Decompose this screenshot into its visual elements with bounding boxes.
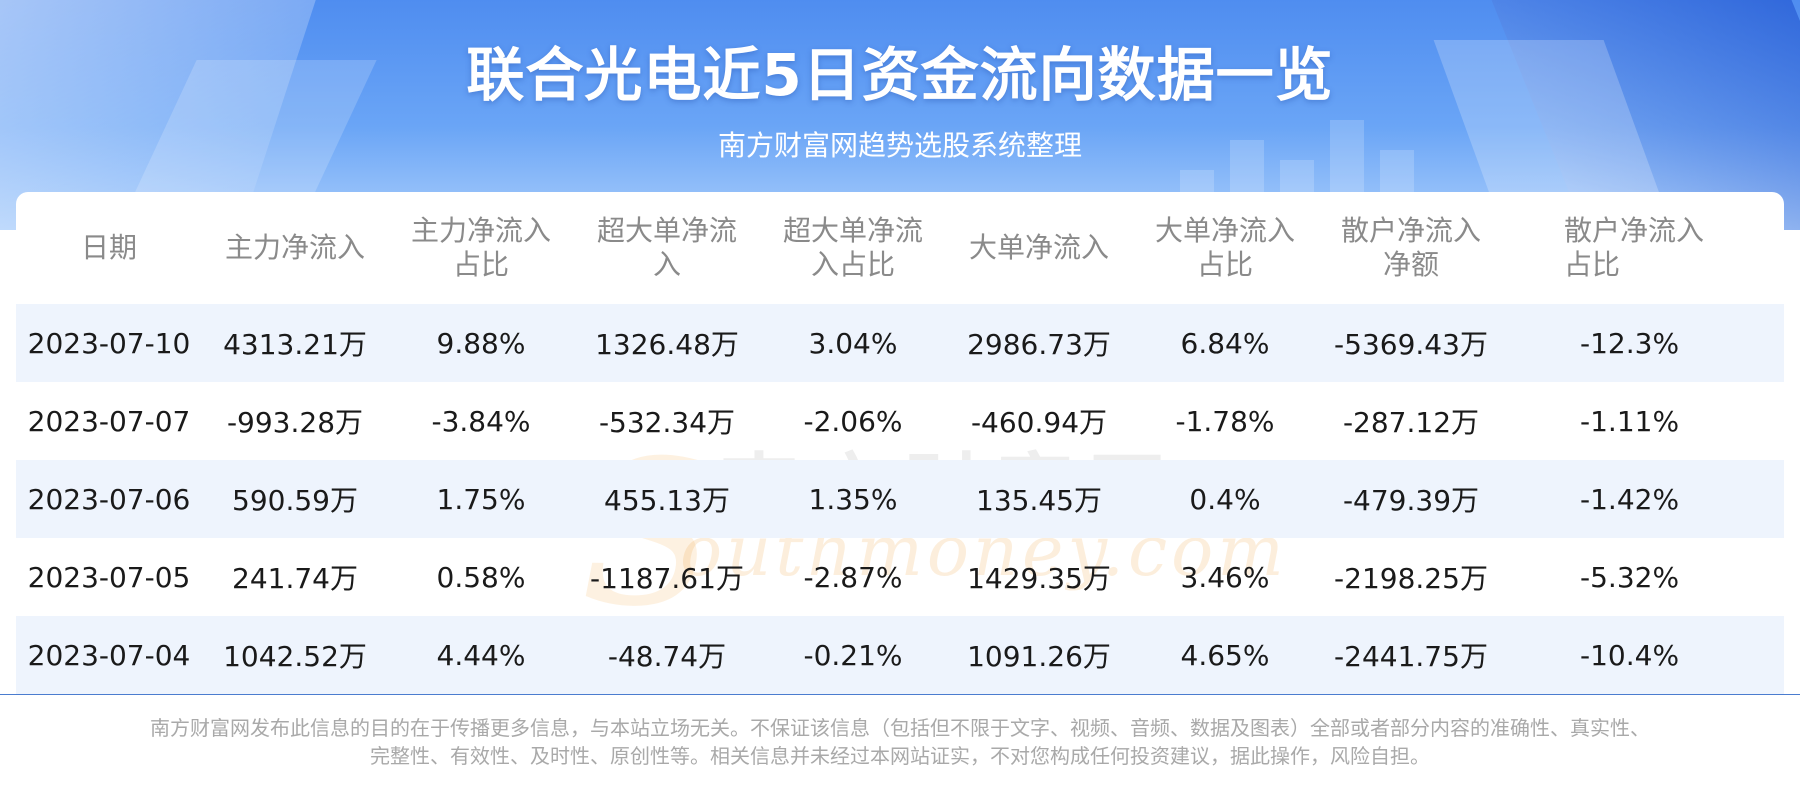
cell-super-large-inflow: 1326.48万 [574, 304, 760, 382]
cell-main-inflow: 590.59万 [202, 460, 388, 538]
disclaimer-line-2: 完整性、有效性、及时性、原创性等。相关信息并未经过本网站证实，不对您构成任何投资… [370, 744, 1430, 768]
header-main-inflow: 主力净流入 [224, 231, 365, 264]
cell-main-inflow-ratio: 9.88% [388, 304, 574, 382]
page-subtitle: 南方财富网趋势选股系统整理 [717, 129, 1082, 162]
cell-main-inflow: 1042.52万 [202, 616, 388, 694]
cell-large-inflow: 2986.73万 [946, 304, 1132, 382]
cell-main-inflow-ratio: 1.75% [388, 460, 574, 538]
disclaimer: 南方财富网发布此信息的目的在于传播更多信息，与本站立场无关。不保证该信息（包括但… [60, 714, 1740, 770]
cell-super-large-inflow-ratio: 1.35% [760, 460, 946, 538]
header-retail-inflow-ratio: 散户净流入 占比 [1564, 214, 1705, 281]
header-banner: 联合光电近5日资金流向数据一览 南方财富网趋势选股系统整理 [0, 0, 1800, 230]
cell-large-inflow-ratio: 3.46% [1180, 560, 1270, 594]
cell-main-inflow: 4313.21万 [202, 304, 388, 382]
table-header-row: 日期 主力净流入 主力净流入 占比 超大单净流入 超大单净流 入占比 大单净流入 大… [16, 192, 1784, 304]
cell-super-large-inflow: -48.74万 [574, 616, 760, 694]
table-row: 2023-07-07 -993.28万 -3.84% -532.34万 -2.0… [16, 382, 1784, 460]
page-title: 联合光电近5日资金流向数据一览 [466, 41, 1334, 109]
header-super-large-inflow-ratio: 超大单净流 入占比 [782, 214, 923, 281]
cell-retail-inflow: -2441.75万 [1318, 616, 1504, 694]
cell-retail-inflow: -287.12万 [1342, 406, 1480, 439]
disclaimer-line-1: 南方财富网发布此信息的目的在于传播更多信息，与本站立场无关。不保证该信息（包括但… [150, 716, 1650, 740]
header-large-inflow: 大单净流入 [968, 231, 1109, 264]
header-large-inflow-ratio: 大单净流入 占比 [1154, 214, 1295, 281]
cell-main-inflow: 241.74万 [232, 562, 358, 595]
cell-retail-inflow: -479.39万 [1318, 460, 1504, 538]
cell-large-inflow-ratio: -1.78% [1175, 404, 1275, 438]
cell-retail-inflow-ratio: -1.11% [1580, 404, 1680, 438]
header-main-inflow-ratio: 主力净流入 占比 [410, 214, 551, 281]
cell-date: 2023-07-07 [27, 404, 191, 438]
header-date: 日期 [80, 231, 137, 264]
cell-large-inflow: -460.94万 [970, 406, 1108, 439]
cell-large-inflow-ratio: 6.84% [1132, 304, 1318, 382]
fund-flow-table: 日期 主力净流入 主力净流入 占比 超大单净流入 超大单净流 入占比 大单净流入 大… [16, 192, 1784, 694]
cell-super-large-inflow: -1187.61万 [590, 562, 744, 595]
cell-large-inflow-ratio: 4.65% [1132, 616, 1318, 694]
table-row: 2023-07-06 590.59万 1.75% 455.13万 1.35% 1… [16, 460, 1784, 538]
cell-retail-inflow-ratio: -5.32% [1580, 560, 1680, 594]
cell-super-large-inflow-ratio: -2.06% [803, 404, 903, 438]
table-row: 2023-07-04 1042.52万 4.44% -48.74万 -0.21%… [16, 616, 1784, 694]
cell-large-inflow: 1091.26万 [946, 616, 1132, 694]
cell-date: 2023-07-05 [27, 560, 191, 594]
cell-retail-inflow-ratio: -1.42% [1504, 460, 1784, 538]
cell-super-large-inflow: 455.13万 [574, 460, 760, 538]
cell-super-large-inflow-ratio: 3.04% [760, 304, 946, 382]
table-row: 2023-07-05 241.74万 0.58% -1187.61万 -2.87… [16, 538, 1784, 616]
table-row: 2023-07-10 4313.21万 9.88% 1326.48万 3.04%… [16, 304, 1784, 382]
header-super-large-inflow: 超大单净流入 [596, 214, 737, 281]
cell-date: 2023-07-04 [16, 616, 202, 694]
cell-large-inflow: 1429.35万 [967, 562, 1111, 595]
header-retail-inflow: 散户净流入 净额 [1340, 214, 1481, 281]
cell-retail-inflow: -2198.25万 [1334, 562, 1488, 595]
cell-main-inflow-ratio: 0.58% [436, 560, 526, 594]
cell-retail-inflow-ratio: -10.4% [1504, 616, 1784, 694]
cell-main-inflow-ratio: -3.84% [431, 404, 531, 438]
cell-retail-inflow: -5369.43万 [1318, 304, 1504, 382]
cell-main-inflow-ratio: 4.44% [388, 616, 574, 694]
cell-date: 2023-07-06 [16, 460, 202, 538]
cell-main-inflow: -993.28万 [226, 406, 364, 439]
cell-date: 2023-07-10 [16, 304, 202, 382]
table-card [16, 192, 1784, 692]
cell-large-inflow-ratio: 0.4% [1132, 460, 1318, 538]
cell-large-inflow: 135.45万 [946, 460, 1132, 538]
cell-super-large-inflow-ratio: -2.87% [803, 560, 903, 594]
cell-retail-inflow-ratio: -12.3% [1504, 304, 1784, 382]
footer-divider [0, 694, 1800, 695]
cell-super-large-inflow: -532.34万 [598, 406, 736, 439]
cell-super-large-inflow-ratio: -0.21% [760, 616, 946, 694]
